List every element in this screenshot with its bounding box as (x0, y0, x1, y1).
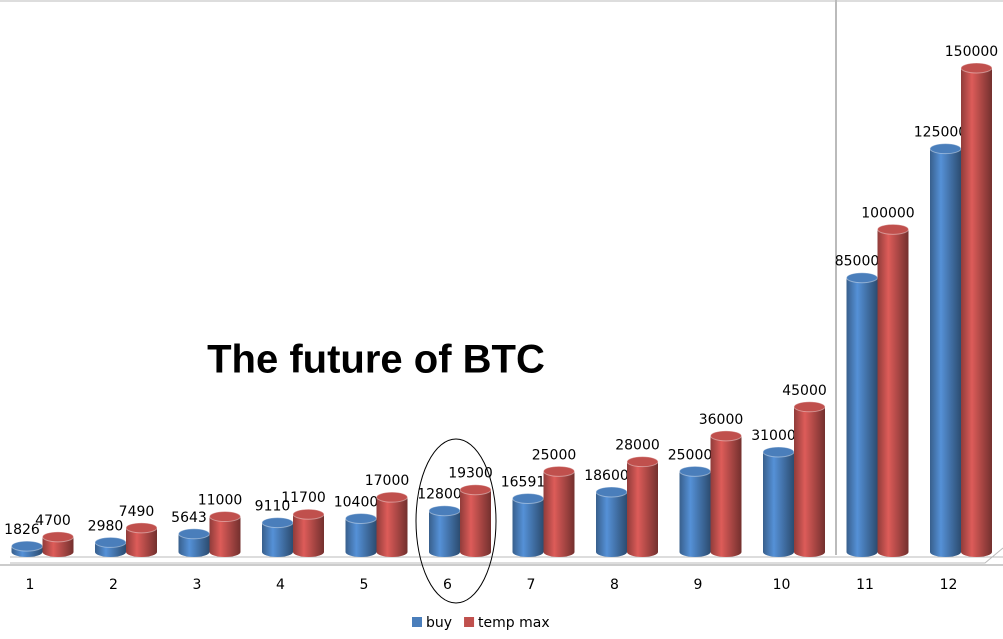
bar (763, 451, 794, 557)
bar-cap (793, 401, 826, 413)
bar (543, 471, 575, 557)
x-tick-label: 5 (360, 577, 369, 593)
x-tick-label: 2 (109, 577, 118, 593)
value-label: 5643 (171, 510, 207, 526)
chart-title: The future of BTC (207, 338, 545, 382)
bar (345, 518, 377, 557)
bar (512, 498, 544, 557)
value-label: 28000 (615, 438, 660, 454)
value-label: 36000 (699, 412, 744, 428)
bar (429, 510, 460, 557)
value-label: 11000 (198, 493, 243, 509)
bar (961, 68, 992, 557)
bar (209, 516, 241, 557)
x-tick-label: 8 (610, 577, 619, 593)
value-label: 25000 (532, 447, 577, 463)
value-label: 16591 (501, 474, 546, 490)
value-label: 4700 (35, 513, 71, 529)
bar (126, 527, 157, 557)
value-label: 100000 (861, 205, 914, 221)
value-label: 125000 (914, 125, 967, 141)
value-label: 25000 (668, 447, 713, 463)
bar-cap (846, 272, 878, 284)
x-tick-label: 9 (694, 577, 703, 593)
bar (930, 148, 961, 557)
bar-cap (543, 465, 575, 477)
bar (627, 461, 658, 557)
bar (794, 406, 825, 557)
value-label: 10400 (334, 494, 379, 510)
bar (178, 533, 210, 557)
legend-label: temp max (478, 615, 550, 631)
legend-swatch (412, 617, 422, 627)
bar-cap (178, 528, 210, 540)
bar-cap (11, 540, 43, 552)
value-label: 31000 (751, 428, 796, 444)
x-tick-label: 1 (26, 577, 35, 593)
bar (262, 522, 293, 557)
bar-cap (929, 143, 962, 155)
value-label: 12800 (417, 487, 462, 503)
value-label: 7490 (119, 504, 155, 520)
bar (42, 536, 74, 557)
bar (376, 497, 408, 557)
value-label: 85000 (835, 254, 880, 270)
floor (10, 547, 1003, 564)
value-label: 18600 (584, 468, 629, 484)
bar (846, 277, 878, 557)
x-tick-label: 4 (276, 577, 285, 593)
value-label: 9110 (255, 499, 291, 515)
legend-label: buy (426, 615, 452, 631)
bar-cap (512, 492, 544, 504)
x-tick-label: 12 (940, 577, 958, 593)
bar (460, 489, 491, 557)
bar (710, 435, 742, 557)
bar-cap (679, 465, 711, 477)
bar-cap (345, 512, 377, 524)
x-tick-label: 11 (856, 577, 874, 593)
bar-cap (292, 508, 325, 520)
bar-cap (125, 522, 158, 534)
bar-cap (459, 484, 492, 496)
x-tick-label: 10 (773, 577, 791, 593)
legend-swatch (464, 617, 475, 627)
bar-cap (710, 430, 742, 442)
bar-cap (209, 511, 241, 523)
bar-cap (94, 536, 127, 548)
x-tick-label: 6 (443, 577, 452, 593)
bar-cap (595, 486, 628, 498)
bar-cap (428, 505, 461, 517)
value-label: 11700 (281, 490, 326, 506)
value-label: 1826 (4, 522, 40, 538)
bar-cap (42, 531, 74, 543)
bar (679, 471, 711, 557)
value-label: 2980 (88, 518, 124, 534)
bar (596, 491, 627, 557)
bar (293, 514, 324, 557)
bar-cap (877, 223, 909, 235)
value-label: 45000 (782, 383, 827, 399)
bar-cap (261, 517, 294, 529)
bar (877, 229, 909, 558)
bar-cap (376, 491, 408, 503)
value-label: 150000 (945, 44, 998, 60)
highlight-circle (415, 438, 497, 604)
value-label: 19300 (448, 466, 493, 482)
value-label: 17000 (365, 473, 410, 489)
bar-cap (960, 62, 993, 74)
x-tick-label: 3 (193, 577, 202, 593)
x-tick-label: 7 (527, 577, 536, 593)
bar-cap (626, 456, 659, 468)
bar-cap (762, 446, 795, 458)
